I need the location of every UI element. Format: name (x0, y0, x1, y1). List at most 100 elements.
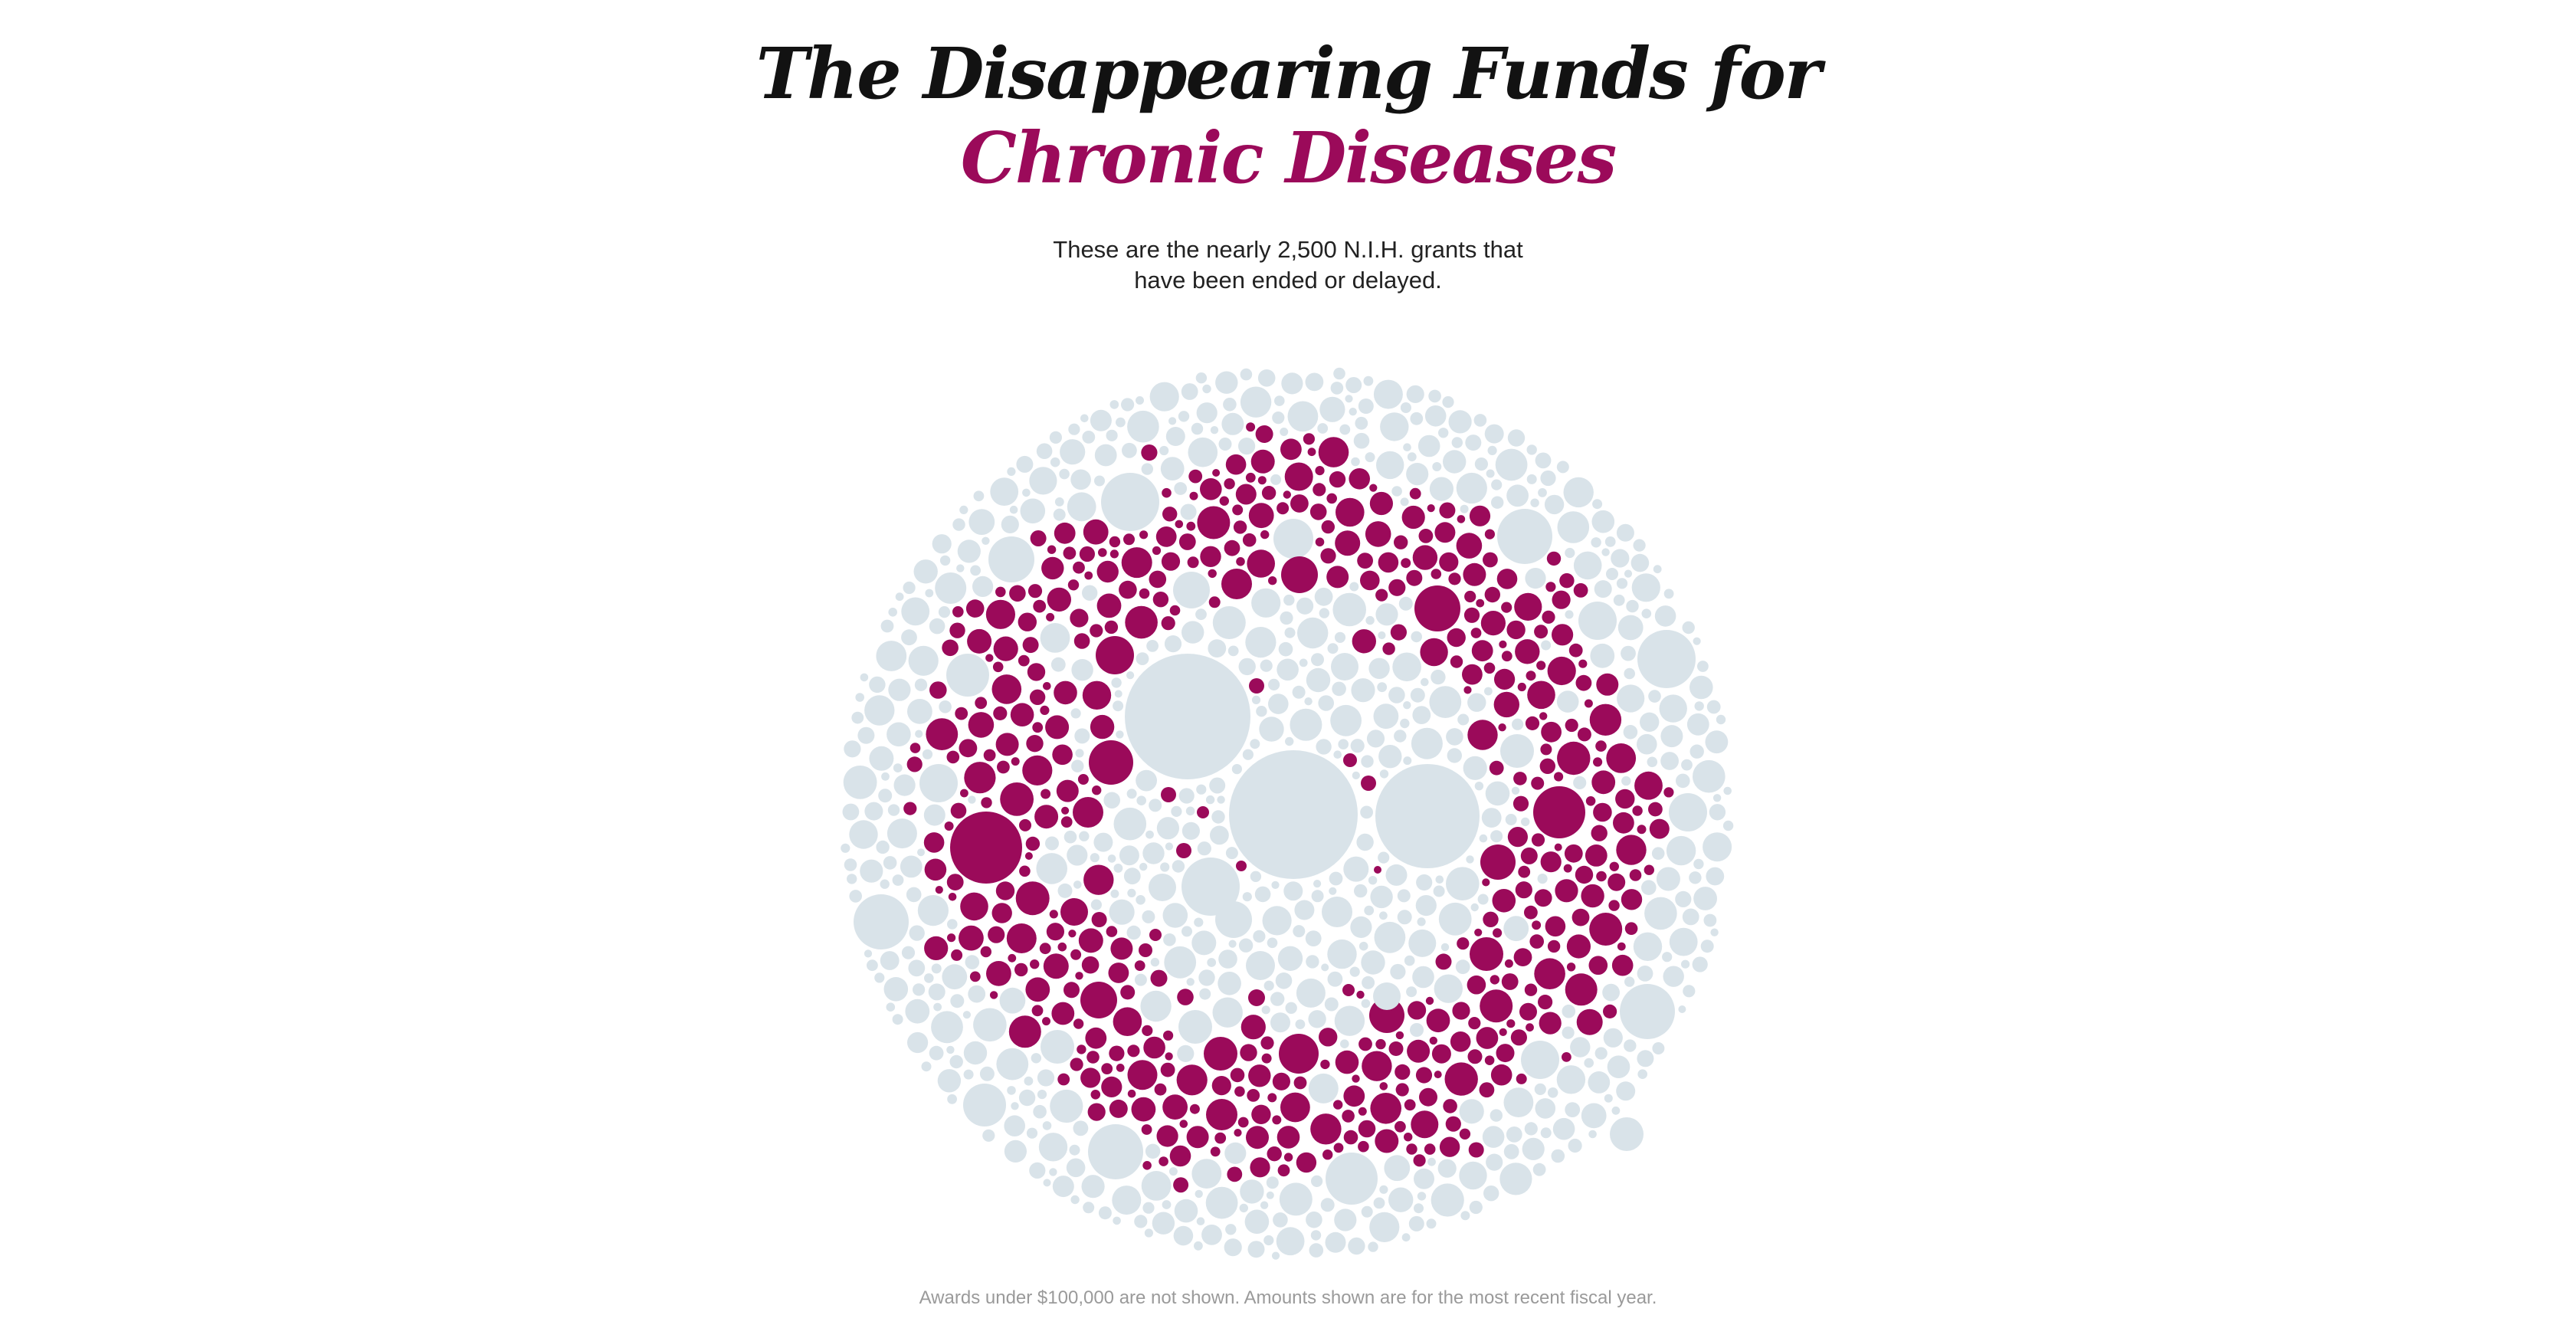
chronic-disease-grant-bubble (903, 802, 917, 815)
other-grant-bubble (880, 619, 894, 633)
chronic-disease-grant-bubble (1482, 878, 1490, 887)
other-grant-bubble (841, 843, 850, 853)
other-grant-bubble (1195, 1189, 1203, 1199)
chronic-disease-grant-bubble (1119, 580, 1137, 599)
chronic-disease-grant-bubble (1365, 521, 1391, 547)
other-grant-bubble (1185, 806, 1195, 816)
chronic-disease-grant-bubble (1545, 916, 1566, 937)
other-grant-bubble (1641, 608, 1652, 618)
other-grant-bubble (1211, 810, 1225, 824)
other-grant-bubble (1266, 1176, 1279, 1189)
other-grant-bubble (996, 1048, 1029, 1081)
other-grant-bubble (1079, 831, 1090, 841)
other-grant-bubble (1490, 830, 1503, 843)
chronic-disease-grant-bubble (1121, 547, 1152, 579)
other-grant-bubble (1068, 423, 1080, 435)
other-grant-bubble (1604, 1094, 1613, 1103)
other-grant-bubble (1394, 730, 1407, 743)
chronic-disease-grant-bubble (1584, 699, 1593, 708)
other-grant-bubble (979, 1066, 995, 1081)
other-grant-bubble (1145, 1143, 1161, 1159)
chronic-disease-grant-bubble (1514, 592, 1542, 621)
chronic-disease-grant-bubble (1536, 661, 1546, 671)
other-grant-bubble (1503, 1143, 1519, 1159)
other-grant-bubble (1181, 858, 1240, 916)
other-grant-bubble (1562, 1004, 1576, 1018)
other-grant-bubble (1004, 1140, 1027, 1163)
other-grant-bubble (982, 536, 990, 545)
chronic-disease-grant-bubble (1141, 1124, 1152, 1135)
chronic-disease-grant-bubble (1283, 490, 1291, 499)
chronic-disease-grant-bubble (1596, 871, 1607, 882)
other-grant-bubble (1604, 536, 1616, 547)
other-grant-bubble (1385, 864, 1408, 886)
other-grant-bubble (1706, 700, 1721, 714)
other-grant-bubble (1279, 1182, 1313, 1216)
chronic-disease-grant-bubble (1116, 1064, 1125, 1072)
chronic-disease-grant-bubble (1516, 1073, 1527, 1084)
other-grant-bubble (1029, 1162, 1046, 1179)
other-grant-bubble (1285, 1002, 1297, 1014)
chronic-disease-grant-bubble (1237, 1117, 1249, 1128)
chronic-disease-grant-bubble (1030, 959, 1040, 969)
chronic-disease-grant-bubble (1390, 624, 1407, 641)
chronic-disease-grant-bubble (1178, 533, 1196, 550)
other-grant-bubble (1194, 917, 1204, 927)
chronic-disease-grant-bubble (1538, 995, 1553, 1010)
chronic-disease-grant-bubble (983, 749, 996, 762)
chronic-disease-grant-bubble (1283, 1153, 1293, 1162)
chronic-disease-grant-bubble (1434, 1071, 1442, 1079)
chronic-disease-grant-bubble (1042, 1017, 1050, 1026)
other-grant-bubble (1238, 438, 1256, 455)
other-grant-bubble (1686, 713, 1709, 736)
chronic-disease-grant-bubble (1109, 1045, 1125, 1061)
other-grant-bubble (1358, 941, 1368, 951)
other-grant-bubble (1333, 367, 1345, 380)
chronic-disease-grant-bubble (1557, 741, 1591, 776)
chronic-disease-grant-bubble (1533, 786, 1585, 838)
other-grant-bubble (1173, 1225, 1194, 1246)
other-grant-bubble (1041, 1030, 1074, 1064)
other-grant-bubble (1376, 451, 1404, 480)
chronic-disease-grant-bubble (1450, 1031, 1471, 1052)
other-grant-bubble (1438, 902, 1472, 936)
other-grant-bubble (1247, 1241, 1265, 1258)
other-grant-bubble (1590, 643, 1615, 668)
chronic-disease-grant-bubble (1362, 1051, 1392, 1081)
other-grant-bubble (1426, 1218, 1437, 1229)
chronic-disease-grant-bubble (1077, 774, 1089, 785)
chronic-disease-grant-bubble (1260, 1036, 1274, 1050)
other-grant-bubble (1356, 833, 1374, 851)
chronic-disease-grant-bubble (1176, 1064, 1208, 1096)
other-grant-bubble (1503, 1087, 1534, 1117)
chronic-disease-grant-bubble (1611, 954, 1634, 976)
other-grant-bubble (1122, 442, 1137, 458)
chronic-disease-grant-bubble (1204, 1037, 1237, 1071)
chronic-disease-grant-bubble (1388, 579, 1406, 596)
other-grant-bubble (1602, 983, 1620, 1002)
other-grant-bubble (1689, 675, 1713, 700)
chronic-disease-grant-bubble (1043, 682, 1051, 690)
chronic-disease-grant-bubble (1534, 958, 1565, 989)
other-grant-bubble (1287, 401, 1319, 432)
other-grant-bubble (1340, 1039, 1349, 1048)
other-grant-bubble (1296, 597, 1314, 615)
chronic-disease-grant-bubble (1476, 1027, 1499, 1049)
other-grant-bubble (1644, 897, 1677, 930)
chronic-disease-grant-bubble (1464, 590, 1476, 603)
other-grant-bubble (1662, 952, 1673, 963)
chronic-disease-grant-bubble (1504, 959, 1513, 968)
chronic-disease-grant-bubble (1476, 598, 1485, 608)
other-grant-bubble (1171, 805, 1182, 817)
other-grant-bubble (1562, 1026, 1575, 1039)
chronic-disease-grant-bubble (1054, 522, 1076, 544)
chronic-disease-grant-bubble (1613, 812, 1634, 834)
other-grant-bubble (1429, 477, 1454, 501)
chronic-disease-grant-bubble (1552, 624, 1574, 646)
chronic-disease-grant-bubble (1272, 1115, 1282, 1125)
other-grant-bubble (1116, 417, 1126, 428)
other-grant-bubble (968, 795, 976, 804)
other-grant-bubble (1613, 594, 1625, 606)
other-grant-bubble (1442, 396, 1454, 408)
other-grant-bubble (1473, 414, 1487, 427)
